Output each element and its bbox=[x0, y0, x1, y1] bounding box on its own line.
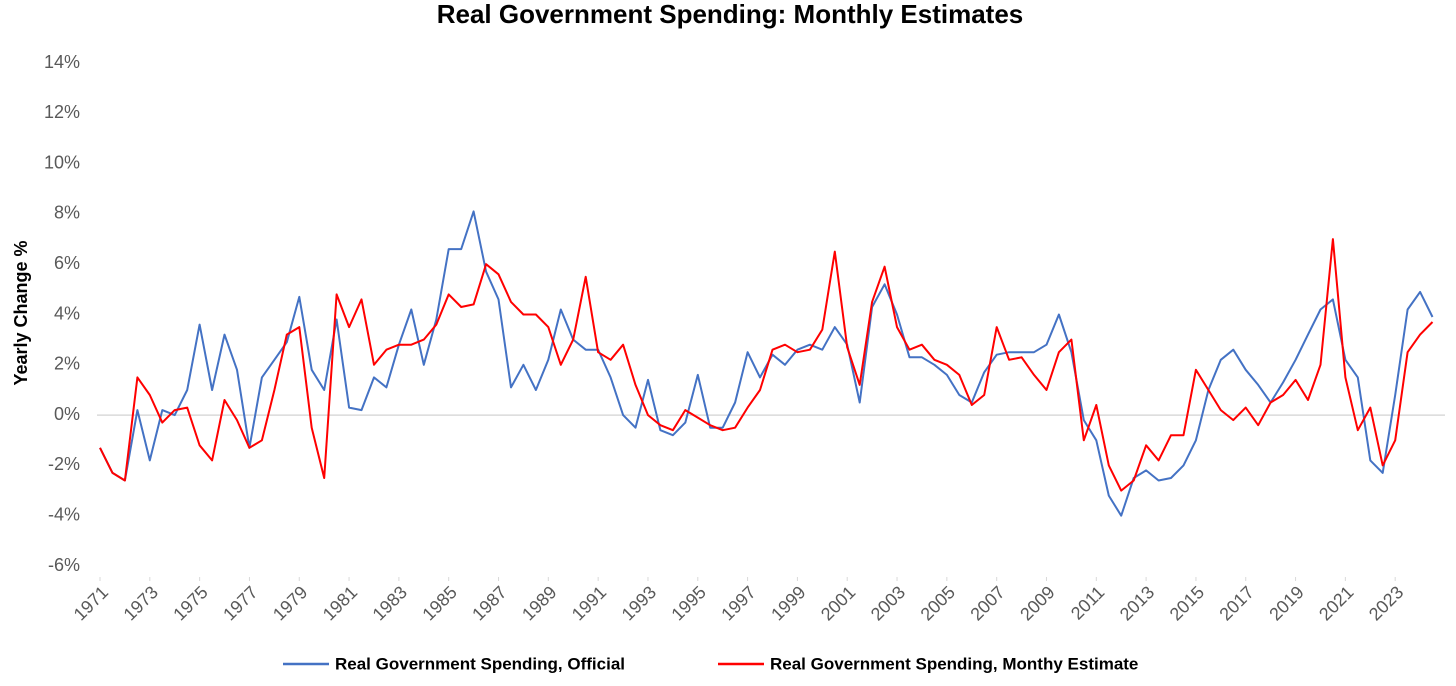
y-tick-label: 4% bbox=[54, 303, 80, 323]
y-tick-label: 2% bbox=[54, 354, 80, 374]
x-tick-label: 1975 bbox=[169, 582, 211, 624]
series-line bbox=[99, 210, 1434, 517]
y-tick-label: -6% bbox=[48, 555, 80, 575]
x-tick-label: 1993 bbox=[618, 582, 660, 624]
x-tick-label: 1971 bbox=[70, 582, 112, 624]
x-tick-label: 1995 bbox=[668, 582, 710, 624]
x-tick-label: 1987 bbox=[468, 582, 510, 624]
x-tick-label: 2007 bbox=[966, 582, 1008, 624]
x-tick-label: 2011 bbox=[1067, 582, 1109, 624]
x-tick-label: 1979 bbox=[269, 582, 311, 624]
x-tick-label: 2021 bbox=[1315, 582, 1357, 624]
x-tick-label: 1977 bbox=[219, 582, 261, 624]
x-tick-label: 2017 bbox=[1215, 582, 1257, 624]
x-tick-label: 1997 bbox=[717, 582, 759, 624]
y-tick-label: -4% bbox=[48, 504, 80, 524]
y-tick-label: -2% bbox=[48, 454, 80, 474]
x-tick-label: 1981 bbox=[319, 582, 361, 624]
x-tick-label: 1983 bbox=[369, 582, 411, 624]
x-tick-label: 2005 bbox=[917, 582, 959, 624]
x-tick-label: 2003 bbox=[867, 582, 909, 624]
y-tick-label: 14% bbox=[44, 52, 80, 72]
x-tick-label: 2023 bbox=[1365, 582, 1407, 624]
x-tick-label: 2013 bbox=[1116, 582, 1158, 624]
x-tick-label: 1973 bbox=[120, 582, 162, 624]
y-tick-label: 8% bbox=[54, 203, 80, 223]
y-tick-label: 12% bbox=[44, 102, 80, 122]
x-tick-label: 2015 bbox=[1166, 582, 1208, 624]
y-tick-label: 0% bbox=[54, 404, 80, 424]
legend-label: Real Government Spending, Official bbox=[335, 654, 625, 673]
y-tick-label: 10% bbox=[44, 152, 80, 172]
x-tick-label: 1985 bbox=[418, 582, 460, 624]
legend-label: Real Government Spending, Monthy Estimat… bbox=[770, 654, 1138, 673]
x-tick-label: 2009 bbox=[1016, 582, 1058, 624]
x-tick-label: 1999 bbox=[767, 582, 809, 624]
x-tick-label: 1989 bbox=[518, 582, 560, 624]
x-tick-label: 2001 bbox=[817, 582, 859, 624]
series-line bbox=[99, 238, 1434, 492]
chart-title: Real Government Spending: Monthly Estima… bbox=[437, 0, 1024, 29]
y-axis-label: Yearly Change % bbox=[11, 240, 31, 385]
x-tick-label: 2019 bbox=[1265, 582, 1307, 624]
x-tick-label: 1991 bbox=[568, 582, 610, 624]
y-tick-label: 6% bbox=[54, 253, 80, 273]
